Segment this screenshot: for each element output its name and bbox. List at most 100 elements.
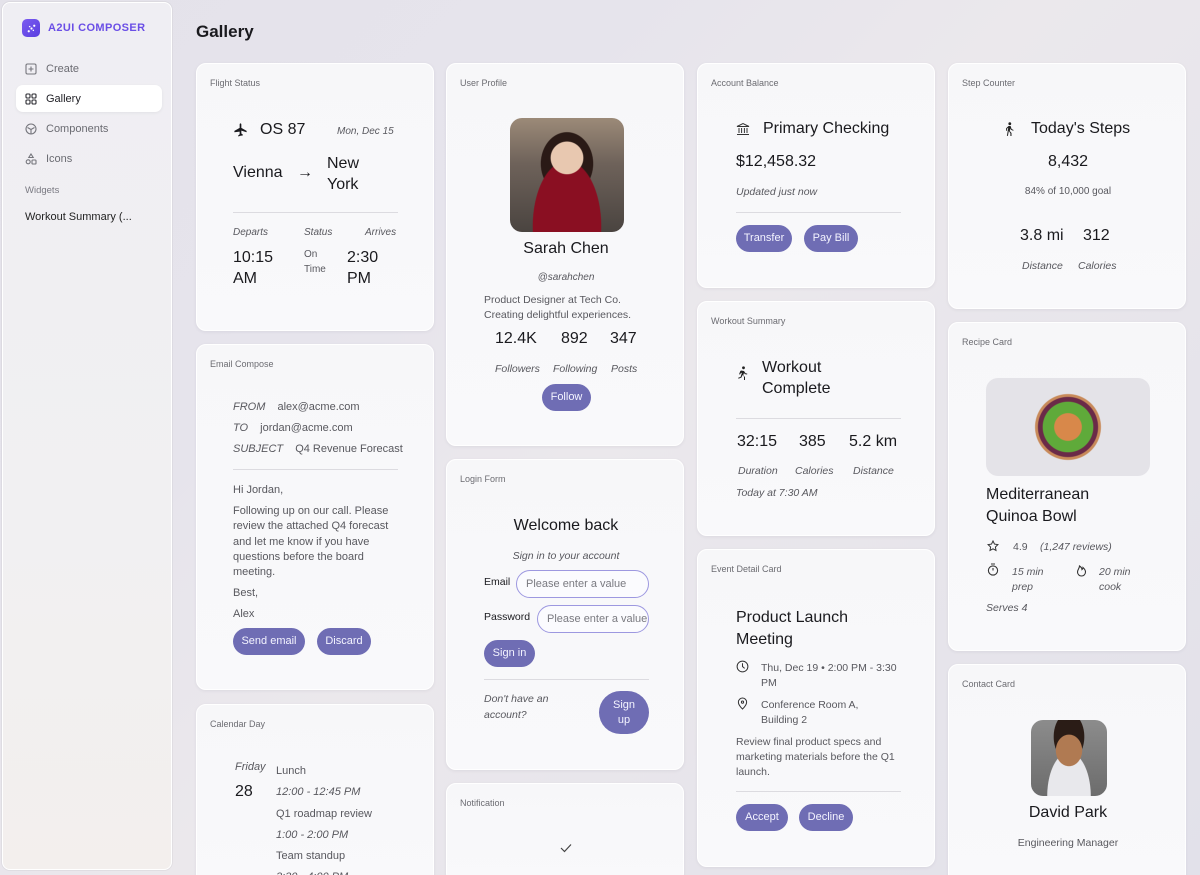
divider [736,212,901,213]
sidebar-item-create[interactable]: Create [16,55,162,82]
accept-button[interactable]: Accept [736,804,788,831]
flame-icon [1076,564,1087,582]
divider [233,212,398,213]
calendar-weekday: Friday [235,761,266,773]
arrives-label: Arrives [365,227,397,238]
sidebar-item-label: Create [46,62,80,75]
follow-button[interactable]: Follow [542,384,591,411]
timer-icon [987,563,999,581]
sign-up-button[interactable]: Sign up [599,691,649,734]
workout-duration-label: Duration [738,465,778,477]
event-time: 12:00 - 12:45 PM [276,786,361,799]
recipe-title: Mediterranean Quinoa Bowl [986,486,1090,525]
recipe-prep: 15 min prep [1012,566,1044,593]
recipe-card: Recipe Card Mediterranean Quinoa Bowl 4.… [948,322,1186,651]
subject-row: SUBJECT Q4 Revenue Forecast [233,443,403,455]
stat-followers-label: Followers [495,363,540,375]
steps-title: Today's Steps [1031,120,1131,137]
sidebar-item-label: Icons [46,152,73,165]
transfer-button[interactable]: Transfer [736,225,792,252]
stat-posts-value: 347 [610,330,637,347]
workout-calories-label: Calories [795,465,834,477]
card-label: Recipe Card [962,337,1013,347]
card-label: Event Detail Card [711,564,782,574]
sidebar-widget-workout-summary[interactable]: Workout Summary (... [25,211,132,223]
send-email-button[interactable]: Send email [233,628,305,655]
email-body: Following up on our call. Please review … [233,505,389,579]
login-title: Welcome back [513,517,619,534]
card-label: User Profile [460,78,508,88]
recipe-image [986,378,1150,476]
departs-time: 10:15 AM [233,249,274,287]
stat-posts-label: Posts [611,363,638,375]
account-balance-card: Account Balance Primary Checking $12,458… [697,63,935,288]
divider [736,418,901,419]
to-row: TO jordan@acme.com [233,422,353,434]
sidebar-item-label: Gallery [46,92,81,105]
event-title[interactable]: Team standup [276,850,346,863]
sidebar-item-gallery[interactable]: Gallery [16,85,162,112]
event-location: Conference Room A, Building 2 [761,699,859,726]
steps-distance-label: Distance [1022,260,1063,272]
event-time: 1:00 - 2:00 PM [276,828,349,841]
card-label: Login Form [460,474,506,484]
workout-summary-card: Workout Summary Workout Complete 32:15 3… [697,301,935,536]
star-icon [987,539,999,557]
card-label: Contact Card [962,679,1016,689]
user-profile-card: User Profile Sarah Chen @sarahchen Produ… [446,63,684,446]
box-icon [25,122,37,135]
sidebar-item-icons[interactable]: Icons [16,145,162,172]
divider [736,791,901,792]
event-title[interactable]: Q1 roadmap review [276,807,372,820]
contact-title: Engineering Manager [1017,837,1119,849]
contact-avatar [1031,720,1107,796]
plus-square-icon [25,62,37,75]
recipe-reviews: (1,247 reviews) [1040,541,1112,553]
check-icon [560,840,572,858]
email-input[interactable]: Please enter a value [516,570,649,598]
card-label: Calendar Day [210,719,266,729]
no-account-text: Don't have an account? [484,693,549,721]
sign-in-button[interactable]: Sign in [484,640,535,667]
profile-bio: Product Designer at Tech Co. Creating de… [484,294,632,321]
account-amount: $12,458.32 [736,153,817,170]
event-time: 3:30 - 4:00 PM [276,867,372,875]
card-label: Account Balance [711,78,779,88]
contact-card: Contact Card David Park Engineering Mana… [948,664,1186,875]
password-input[interactable]: Please enter a value [537,605,649,633]
card-label: Step Counter [962,78,1016,88]
profile-name: Sarah Chen [523,240,609,257]
brand: A2UI COMPOSER [22,19,146,37]
departs-label: Departs [233,227,269,238]
email-compose-card: Email Compose FROM alex@acme.com TO jord… [196,344,434,690]
workout-distance-label: Distance [853,465,894,477]
event-title[interactable]: Lunch [276,765,306,777]
flight-origin: Vienna [233,164,283,181]
recipe-rating: 4.9 [1013,541,1028,553]
shapes-icon [25,152,37,165]
login-subtitle: Sign in to your account [512,550,620,562]
steps-goal: 84% of 10,000 goal [1024,186,1112,197]
steps-distance-value: 3.8 mi [1020,227,1064,244]
arrives-time: 2:30 PM [347,249,379,287]
email-greeting: Hi Jordan, [233,484,284,496]
sidebar: A2UI COMPOSER Create Gallery Components … [2,2,172,870]
decline-button[interactable]: Decline [799,804,853,831]
sidebar-item-components[interactable]: Components [16,115,162,142]
sidebar-nav: Create Gallery Components Icons [16,55,162,175]
card-label: Workout Summary [711,316,786,326]
pay-bill-button[interactable]: Pay Bill [804,225,858,252]
email-label: Email [484,576,511,588]
workout-calories-value: 385 [799,433,826,450]
divider [484,679,649,680]
from-row: FROM alex@acme.com [233,401,360,413]
workout-distance-value: 5.2 km [849,433,898,450]
steps-calories-value: 312 [1083,227,1110,244]
notification-card: Notification [446,783,684,875]
event-description: Review final product specs and marketing… [736,736,895,778]
brand-name: A2UI COMPOSER [48,22,146,34]
card-label: Notification [460,798,505,808]
discard-button[interactable]: Discard [317,628,371,655]
grid-icon [25,92,37,105]
flight-destination: New York [327,155,360,193]
